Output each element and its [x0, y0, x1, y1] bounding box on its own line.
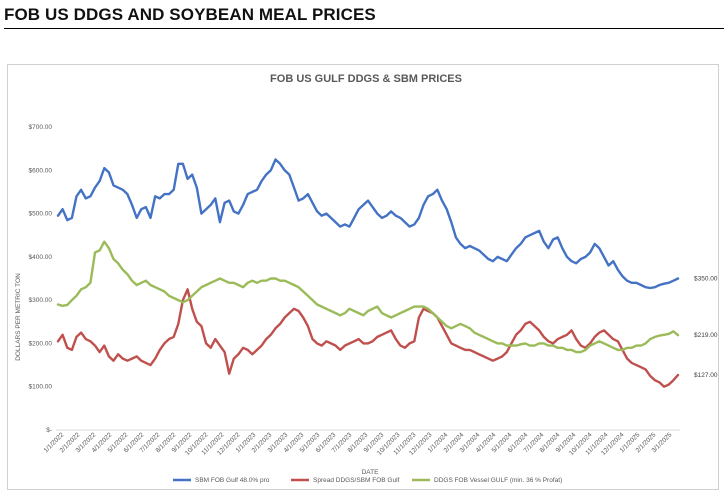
- series-line: [56, 158, 680, 290]
- y-tick-label: $700.00: [29, 124, 53, 131]
- x-axis: 1/1/20222/1/20223/1/20224/1/20225/1/2022…: [43, 429, 680, 457]
- line-chart: FOB US GULF DDGS & SBM PRICES DOLLARS PE…: [15, 73, 718, 484]
- end-value-label: $350.00: [694, 276, 718, 283]
- y-tick-label: $-: [46, 427, 52, 434]
- page-title: FOB US DDGS AND SOYBEAN MEAL PRICES: [4, 5, 376, 24]
- chart-title: FOB US GULF DDGS & SBM PRICES: [270, 73, 462, 85]
- page-header: FOB US DDGS AND SOYBEAN MEAL PRICES: [4, 4, 724, 29]
- y-tick-label: $100.00: [29, 384, 53, 391]
- y-tick-label: $300.00: [29, 297, 53, 304]
- legend: SBM FOB Gulf 48.0% pro Spread DDGS/SBM FO…: [173, 477, 562, 484]
- y-tick-label: $500.00: [29, 211, 53, 218]
- legend-label: SBM FOB Gulf 48.0% pro: [195, 477, 270, 484]
- y-axis-label: DOLLARS PER METRIC TON: [15, 273, 22, 361]
- legend-label: DDGS FOB Vessel GULF (min. 36 % Profat): [434, 477, 562, 484]
- legend-label: Spread DDGS/SBM FOB Gulf: [313, 477, 400, 484]
- y-axis: $- $100.00 $200.00 $300.00 $400.00 $500.00 $60…: [29, 124, 53, 434]
- y-tick-label: $200.00: [29, 340, 53, 347]
- series-lines: [56, 158, 680, 388]
- y-tick-label: $400.00: [29, 254, 53, 261]
- end-value-labels: $350.00 $127.00 $219.00: [694, 276, 718, 380]
- end-value-label: $219.00: [694, 332, 718, 339]
- x-axis-label: DATE: [362, 469, 380, 476]
- y-tick-label: $600.00: [29, 167, 53, 174]
- series-line: [56, 288, 680, 388]
- end-value-label: $127.00: [694, 372, 718, 379]
- series-line: [56, 240, 680, 354]
- chart-frame: FOB US GULF DDGS & SBM PRICES DOLLARS PE…: [7, 64, 719, 490]
